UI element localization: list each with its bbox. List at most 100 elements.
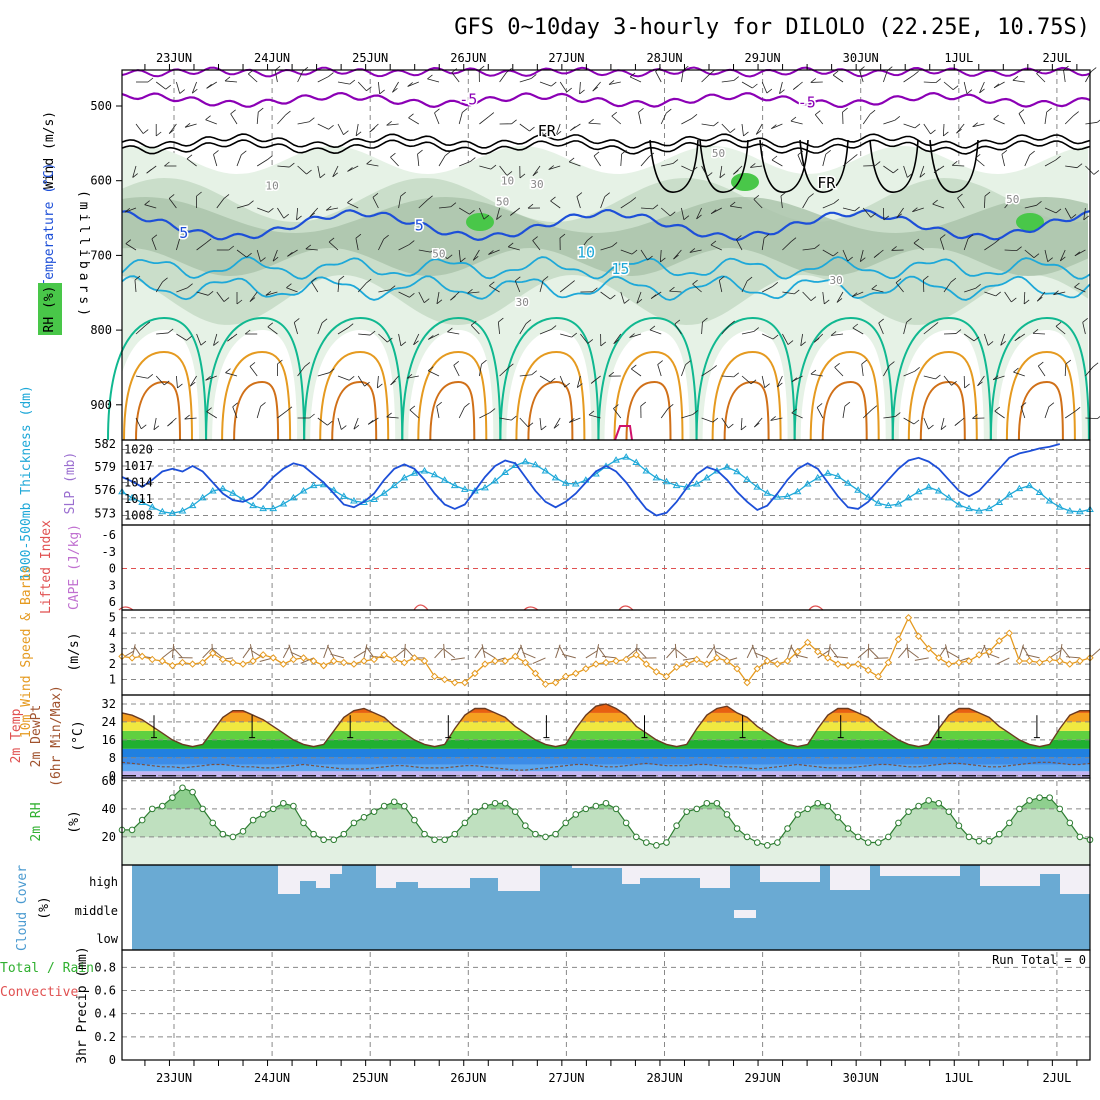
temp-contour-25 bbox=[417, 350, 488, 441]
wind10m-barb bbox=[326, 645, 335, 659]
ylabel-lifted-index: Lifted Index bbox=[39, 520, 54, 614]
wind-barb-flag bbox=[430, 247, 436, 253]
cloud-gap bbox=[622, 865, 640, 884]
wind-barb bbox=[406, 375, 419, 379]
wind-barb bbox=[409, 409, 420, 419]
rh-point bbox=[481, 802, 489, 810]
wind-barb-flag bbox=[144, 200, 150, 206]
wind-barb bbox=[779, 81, 783, 94]
wind-barb bbox=[681, 118, 693, 125]
wind-barb bbox=[903, 123, 916, 129]
wind-barb bbox=[176, 287, 188, 293]
wind-barb bbox=[943, 281, 952, 293]
wind-barb-flag bbox=[207, 290, 214, 296]
wind-barb bbox=[942, 123, 945, 137]
legend-rh: RH (%) bbox=[42, 286, 57, 333]
wind10m-point bbox=[239, 660, 247, 668]
wind10m-point bbox=[148, 655, 156, 664]
wind10m-point bbox=[410, 654, 419, 662]
wind-barb bbox=[398, 333, 402, 346]
wind-barb bbox=[923, 81, 936, 84]
wind-barb bbox=[802, 248, 815, 251]
wind-barb-flag bbox=[1001, 149, 1008, 155]
wind-barb-flag bbox=[746, 276, 753, 282]
wind-barb bbox=[576, 375, 581, 388]
wind10m-barb bbox=[714, 650, 728, 659]
thickness-tick-label: 576 bbox=[94, 483, 116, 497]
wind-barb bbox=[225, 372, 238, 377]
temp-band bbox=[122, 704, 1090, 713]
wind-barb-flag bbox=[647, 255, 653, 261]
wind-barb-flag bbox=[696, 214, 702, 220]
wind-barb bbox=[499, 367, 509, 377]
wind-barb-flag bbox=[780, 191, 787, 197]
wind-barb-flag bbox=[453, 360, 460, 366]
wind10m-point bbox=[682, 660, 691, 668]
wind10m-barb bbox=[370, 655, 385, 659]
wind-barb bbox=[436, 406, 440, 419]
wind-barb bbox=[519, 78, 532, 83]
wind10m-point bbox=[592, 660, 600, 668]
temp-contour-25 bbox=[613, 350, 684, 441]
rh-point bbox=[794, 811, 801, 818]
wind-barb-flag bbox=[729, 201, 736, 207]
wind-barb bbox=[398, 196, 402, 209]
wind-barb bbox=[802, 291, 812, 301]
wind-barb bbox=[896, 207, 904, 219]
wind-barb bbox=[802, 197, 809, 209]
wind-barb-flag bbox=[907, 173, 913, 178]
wind-barb bbox=[355, 238, 359, 251]
wind-barb-flag bbox=[347, 167, 353, 172]
wind-barb bbox=[600, 291, 611, 300]
temp-contour-20 bbox=[891, 316, 992, 441]
wind-barb bbox=[613, 333, 622, 344]
cloud-gap bbox=[300, 865, 316, 881]
wind-barb-flag bbox=[184, 122, 191, 128]
wind-barb bbox=[669, 290, 682, 293]
wind10m-point bbox=[299, 654, 308, 662]
wind-barb-flag bbox=[1055, 321, 1062, 327]
contour-label: 10 bbox=[501, 174, 514, 187]
wind-barb bbox=[438, 206, 451, 209]
rh-point bbox=[350, 819, 358, 827]
wind-barb-flag bbox=[347, 198, 353, 204]
wind-barb bbox=[317, 322, 323, 335]
wind-barb bbox=[176, 333, 187, 341]
wind10m-point bbox=[854, 660, 862, 668]
rh-point bbox=[390, 798, 398, 806]
rh-point bbox=[602, 799, 610, 807]
wind-barb bbox=[317, 372, 330, 377]
slp-tick-label: 1017 bbox=[124, 459, 153, 473]
wind-barb-flag bbox=[913, 70, 919, 76]
rh-point bbox=[1016, 805, 1023, 813]
rh-point bbox=[209, 819, 217, 827]
wind-barb bbox=[721, 375, 734, 378]
wind-barb bbox=[770, 417, 783, 421]
rh-saturated-patch bbox=[731, 173, 759, 191]
wind-barb-flag bbox=[592, 86, 598, 92]
rh-saturated-patch bbox=[466, 213, 494, 231]
wind-barb bbox=[230, 113, 238, 125]
wind-barb bbox=[378, 333, 388, 343]
wind-barb bbox=[1032, 332, 1046, 335]
wind-barb-flag bbox=[1012, 194, 1018, 200]
wind-barb bbox=[912, 207, 924, 213]
wind-barb bbox=[1064, 363, 1067, 377]
cloud-gap bbox=[278, 865, 300, 894]
wind-barb bbox=[519, 417, 529, 428]
wind-barb bbox=[236, 154, 242, 167]
rh-point bbox=[874, 839, 882, 846]
wind-barb bbox=[408, 117, 420, 125]
wind-barb-flag bbox=[979, 88, 985, 94]
date-label-top: 23JUN bbox=[156, 51, 192, 65]
wind-barb bbox=[859, 70, 864, 83]
wind-barb bbox=[1004, 291, 1012, 303]
wind-barb bbox=[681, 165, 693, 172]
wind-barb-flag bbox=[427, 195, 433, 201]
temp-contour-25 bbox=[123, 350, 193, 441]
wind-barb-flag bbox=[187, 283, 193, 289]
rh-point bbox=[148, 805, 156, 813]
wind-barb bbox=[353, 417, 359, 430]
wind-barb-flag bbox=[956, 128, 962, 134]
wind-barb bbox=[398, 291, 410, 298]
